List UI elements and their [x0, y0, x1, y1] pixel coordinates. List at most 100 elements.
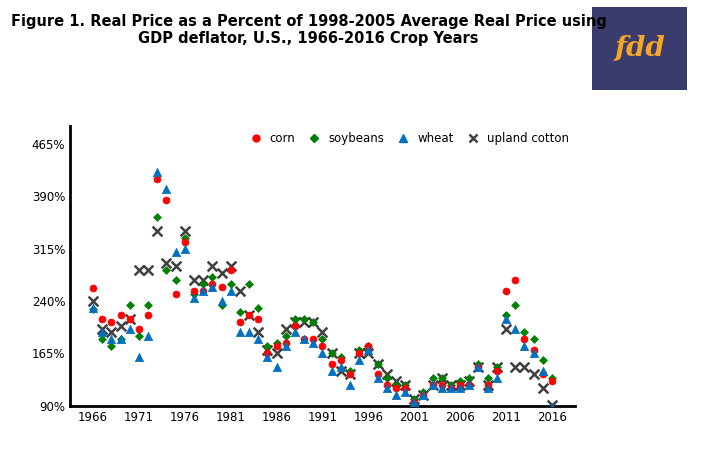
Point [528, 350, 539, 357]
Point [491, 364, 503, 371]
Point [280, 332, 292, 340]
Point [261, 354, 273, 361]
Point [454, 382, 465, 389]
Point [124, 315, 135, 322]
Point [216, 298, 227, 305]
Point [299, 336, 310, 343]
Point [353, 350, 365, 357]
Point [234, 308, 245, 315]
Point [445, 385, 456, 392]
Point [290, 315, 301, 322]
Point [482, 374, 494, 382]
Point [390, 392, 402, 399]
Point [482, 385, 494, 392]
Point [463, 374, 475, 382]
Point [308, 318, 319, 326]
Point [271, 350, 283, 357]
Point [189, 290, 200, 298]
Point [501, 311, 512, 318]
Point [115, 336, 126, 343]
Point [161, 266, 172, 273]
Point [252, 336, 264, 343]
Point [390, 378, 402, 385]
Point [170, 290, 182, 298]
Point [280, 343, 292, 350]
Point [115, 322, 126, 329]
Point [353, 350, 365, 357]
Point [381, 374, 393, 382]
Point [510, 276, 521, 284]
Point [216, 284, 227, 291]
Point [400, 382, 411, 389]
Point [463, 382, 475, 389]
Point [546, 404, 557, 411]
Point [97, 336, 108, 343]
Point [454, 378, 465, 385]
Point [133, 266, 144, 273]
Point [243, 311, 254, 318]
Point [546, 374, 557, 382]
Point [501, 326, 512, 333]
Point [299, 315, 310, 322]
Point [88, 304, 99, 312]
Point [372, 371, 383, 378]
Point [106, 343, 117, 350]
Point [170, 262, 182, 270]
Point [261, 346, 273, 354]
Point [225, 280, 236, 287]
Point [528, 346, 539, 354]
Point [308, 318, 319, 326]
Point [106, 336, 117, 343]
Point [252, 329, 264, 336]
Point [252, 315, 264, 322]
Point [317, 329, 328, 336]
Point [225, 262, 236, 270]
Point [161, 186, 172, 193]
Point [179, 228, 191, 235]
Point [216, 270, 227, 277]
Point [372, 360, 383, 368]
Point [473, 360, 484, 368]
Point [418, 392, 429, 399]
Point [198, 287, 209, 294]
Point [280, 326, 292, 333]
Point [252, 304, 264, 312]
Point [353, 346, 365, 354]
Point [344, 371, 355, 378]
Point [290, 318, 301, 326]
Point [510, 364, 521, 371]
Point [418, 388, 429, 396]
Point [427, 382, 438, 389]
Point [290, 329, 301, 336]
Text: fdd: fdd [614, 35, 665, 62]
Point [308, 340, 319, 347]
Point [519, 336, 530, 343]
Point [418, 392, 429, 399]
Point [124, 326, 135, 333]
Point [133, 332, 144, 340]
Point [133, 354, 144, 361]
Point [454, 385, 465, 392]
Point [546, 401, 557, 408]
Point [234, 287, 245, 294]
Point [372, 374, 383, 382]
Point [326, 350, 337, 357]
Point [519, 329, 530, 336]
Point [142, 301, 154, 308]
Point [189, 294, 200, 301]
Point [170, 276, 182, 284]
Point [124, 315, 135, 322]
Point [151, 228, 163, 235]
Point [335, 357, 346, 364]
Point [280, 340, 292, 347]
Point [142, 332, 154, 340]
Point [519, 364, 530, 371]
Legend: corn, soybeans, wheat, upland cotton: corn, soybeans, wheat, upland cotton [244, 132, 569, 145]
Point [151, 168, 163, 175]
Point [390, 385, 402, 392]
Point [198, 287, 209, 294]
Point [225, 287, 236, 294]
Point [537, 367, 548, 374]
Point [189, 287, 200, 294]
Point [482, 382, 494, 389]
